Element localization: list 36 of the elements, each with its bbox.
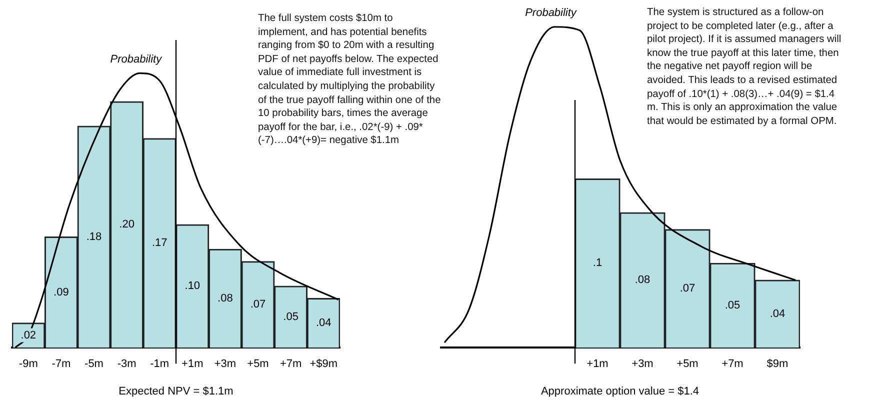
data-label: .10 [184, 280, 200, 292]
data-label: .05 [724, 299, 740, 312]
x-axis-title: Expected NPV = $1.1m [118, 385, 234, 398]
data-label: .05 [283, 310, 298, 323]
data-label: .07 [680, 282, 696, 295]
data-label: .04 [316, 317, 332, 330]
data-label: .08 [218, 292, 233, 304]
x-tick-label: +1m [586, 358, 608, 370]
data-label: .07 [250, 298, 266, 311]
data-label: .20 [119, 218, 134, 231]
x-tick-label: -9m [18, 358, 38, 370]
x-tick-label: +1m [182, 358, 204, 370]
series-label: Probability [525, 6, 578, 19]
text: The full system costs $10m to implement, and has potential benefits ranging from $0 to 20m with a resulting PDF of net payoffs below. The expected value of immediate full investment is calculated by multiplying the probability of the true payoff falling within one of the 10 probability bars, times the average payoff for the bar, i.e., .02*(-9) + .09*(-7)….04*(+9)= negative $1.1m [258, 13, 441, 146]
text: The system is structured as a follow-on project to be completed later (e.g., after a pilot project). If it is assumed managers will know the true payoff at this later time, then the negative net payoff region will be avoided. This leads to a revised estimated payoff of .10*(1) + .08(3)…+ .04(9) = $1.4 m. This is only an approximation the value that would be estimated by a formal OPM. [647, 7, 842, 127]
data-label: .08 [634, 274, 650, 286]
data-label: .18 [86, 230, 102, 243]
x-tick-label: -3m [117, 358, 136, 370]
x-tick-label: +5m [676, 358, 698, 370]
x-tick-label: +7m [722, 358, 744, 370]
x-tick-label: +7m [280, 358, 302, 370]
series-label: Probability [110, 53, 164, 66]
data-label: .1 [592, 257, 602, 270]
data-label: .09 [54, 286, 69, 298]
x-tick-label: +3m [214, 358, 236, 370]
x-tick-label: -7m [52, 358, 71, 370]
x-tick-label: +$9m [310, 358, 338, 370]
x-axis-title: Approximate option value = $1.4 [540, 385, 700, 398]
x-tick-label: $9m [766, 358, 788, 370]
x-tick-label: +3m [632, 358, 654, 370]
x-tick-label: -1m [150, 358, 170, 370]
data-label: .04 [770, 308, 786, 320]
x-tick-label: +5m [247, 358, 269, 370]
data-label: .02 [20, 329, 36, 342]
data-label: .17 [152, 237, 168, 250]
x-tick-label: -5m [84, 358, 104, 370]
